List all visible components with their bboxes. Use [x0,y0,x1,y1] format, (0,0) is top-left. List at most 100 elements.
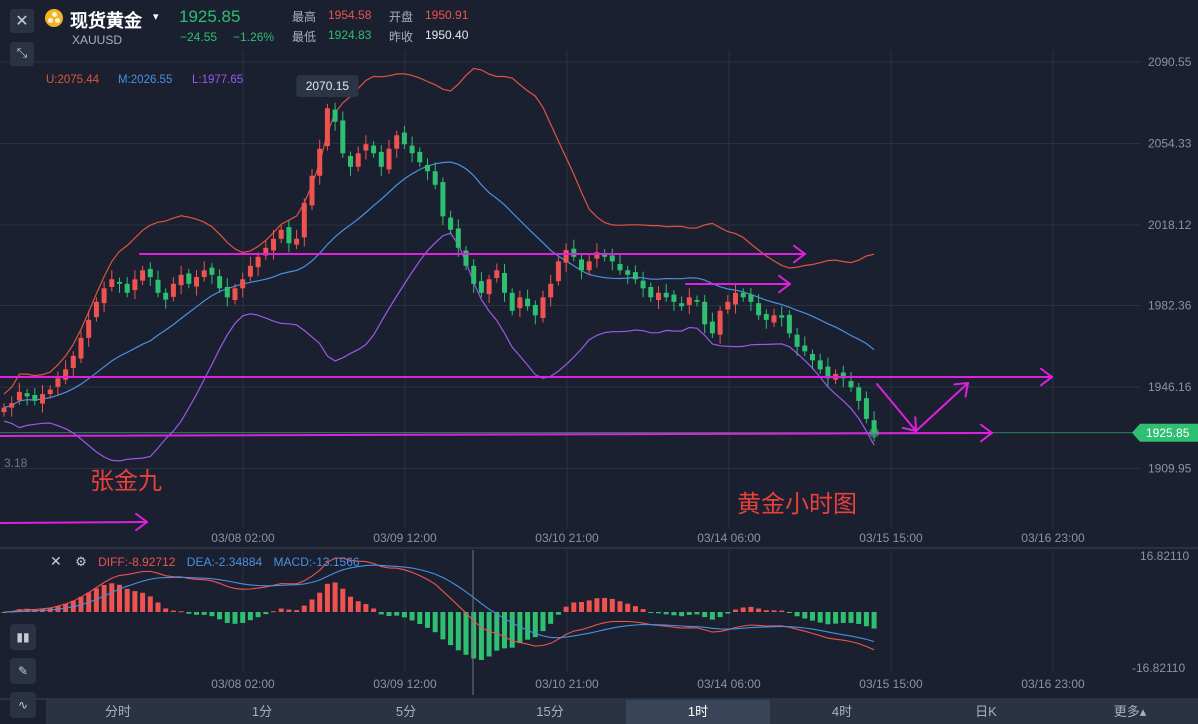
last-price: 1925.85 [179,7,241,26]
macd-histogram-bar [440,612,446,640]
candle-body [725,301,731,310]
macd-histogram-bar [186,612,192,614]
candle-body [686,297,692,305]
macd-histogram-bar [432,612,438,633]
macd-histogram-bar [140,592,146,612]
candlestick-style-icon[interactable]: ▮▮ [10,624,36,650]
candle-body [779,315,785,318]
candle-body [640,280,646,289]
current-price-tag [1132,423,1198,442]
instrument-name[interactable]: 现货黄金 [70,11,142,31]
macd-histogram-bar [394,612,400,616]
close-icon[interactable]: ✕ [10,9,34,33]
chevron-down-icon[interactable]: ▾ [153,10,159,23]
settings-gear-icon[interactable]: ⚙ [75,555,87,570]
macd-histogram-bar [663,612,669,615]
macd-histogram-bar [532,612,538,638]
peak-tooltip-text: 2070.15 [306,79,350,93]
bollinger-lower-value: L:1977.65 [192,74,243,86]
macd-histogram-bar [571,602,577,612]
macd-histogram-bar [463,612,469,655]
macd-histogram-bar [632,606,638,612]
candle-body [394,135,400,149]
candle-body [817,360,823,370]
macd-histogram-bar [124,588,130,612]
macd-close-icon[interactable]: ✕ [50,554,62,570]
candle-body [9,403,15,408]
candle-body [47,389,53,395]
macd-histogram-bar [833,612,839,624]
projection-up-line [915,382,969,432]
collapse-arrows-icon[interactable]: ⤡ [10,42,34,66]
tab-5min[interactable]: 5分 [395,704,417,719]
x-axis-label: 03/14 06:00 [697,531,761,545]
candle-body [224,286,230,298]
macd-histogram-bar [810,612,815,621]
arrow-head [1040,367,1053,378]
tab-1hour[interactable]: 1时 [626,700,770,724]
macd-histogram-bar [340,588,346,612]
x-axis-label: 03/10 21:00 [535,531,599,545]
indicator-wave-icon[interactable]: ∿ [10,692,36,718]
candle-body [232,288,238,301]
candle-body [55,378,61,387]
macd-histogram-bar [486,612,492,657]
macd-histogram-bar [740,607,746,612]
tab-15min[interactable]: 15分 [536,704,564,719]
tab-timeshare[interactable]: 分时 [104,704,131,719]
candle-body [425,164,430,172]
annotation-arrow-line [0,521,148,524]
arrow-head [793,253,806,264]
low-label: 最低 [292,30,317,44]
current-price-glow-dot [869,427,880,438]
tab-more[interactable]: 更多▴ [1113,704,1147,719]
candle-body [455,228,461,248]
author-annotation: 张金九 [90,468,162,495]
candle-body [871,420,877,433]
candle-body [509,292,515,311]
candle-body [563,250,569,263]
candle-body [656,292,661,301]
pen-draw-icon[interactable]: ✎ [10,658,36,684]
candle-body [63,369,69,380]
macd-histogram-bar [517,612,523,644]
macd-histogram-bar [348,596,353,612]
candle-body [486,279,492,295]
y-axis-label: 1946.16 [1148,380,1192,394]
macd-y-axis-bottom: -16.82110 [1132,661,1185,675]
candle-body [301,202,307,238]
projection-down-line [876,383,917,432]
macd-histogram-bar [509,612,515,648]
macd-histogram-bar [733,609,738,612]
tab-daily[interactable]: 日K [975,704,997,719]
macd-histogram-bar [848,612,854,623]
tab-4hour[interactable]: 4时 [831,704,853,719]
tab-1min[interactable]: 1分 [251,704,273,719]
bollinger-lower-line [3,232,875,462]
macd-histogram-bar [271,611,276,613]
candle-body [348,155,353,167]
macd-y-axis-top: 16.82110 [1140,549,1189,563]
macd-histogram-bar [155,602,161,612]
candle-body [147,268,153,278]
macd-histogram-bar [194,612,199,615]
candle-body [440,182,446,217]
candle-body [632,272,638,280]
bollinger-bands [3,67,875,462]
prev-close-value: 1950.40 [425,28,469,42]
candle-body [109,279,115,287]
arrow-head [901,426,917,432]
macd-histogram-bar [224,612,230,623]
timeframe-tab-bar: 分时 1分 5分 15分 1时 4时 日K 更多▴ [46,700,1198,724]
y-axis-label: 1982.36 [1148,299,1192,313]
candle-body [663,292,669,298]
candle-body [840,372,846,379]
macd-histogram-bar [748,606,754,612]
macd-histogram-bar [609,598,615,612]
macd-x-axis-label: 03/09 12:00 [373,677,437,691]
candle-body [748,294,754,302]
macd-histogram-bar [24,608,30,612]
macd-histogram-bar [409,612,415,621]
candle-body [317,148,323,176]
